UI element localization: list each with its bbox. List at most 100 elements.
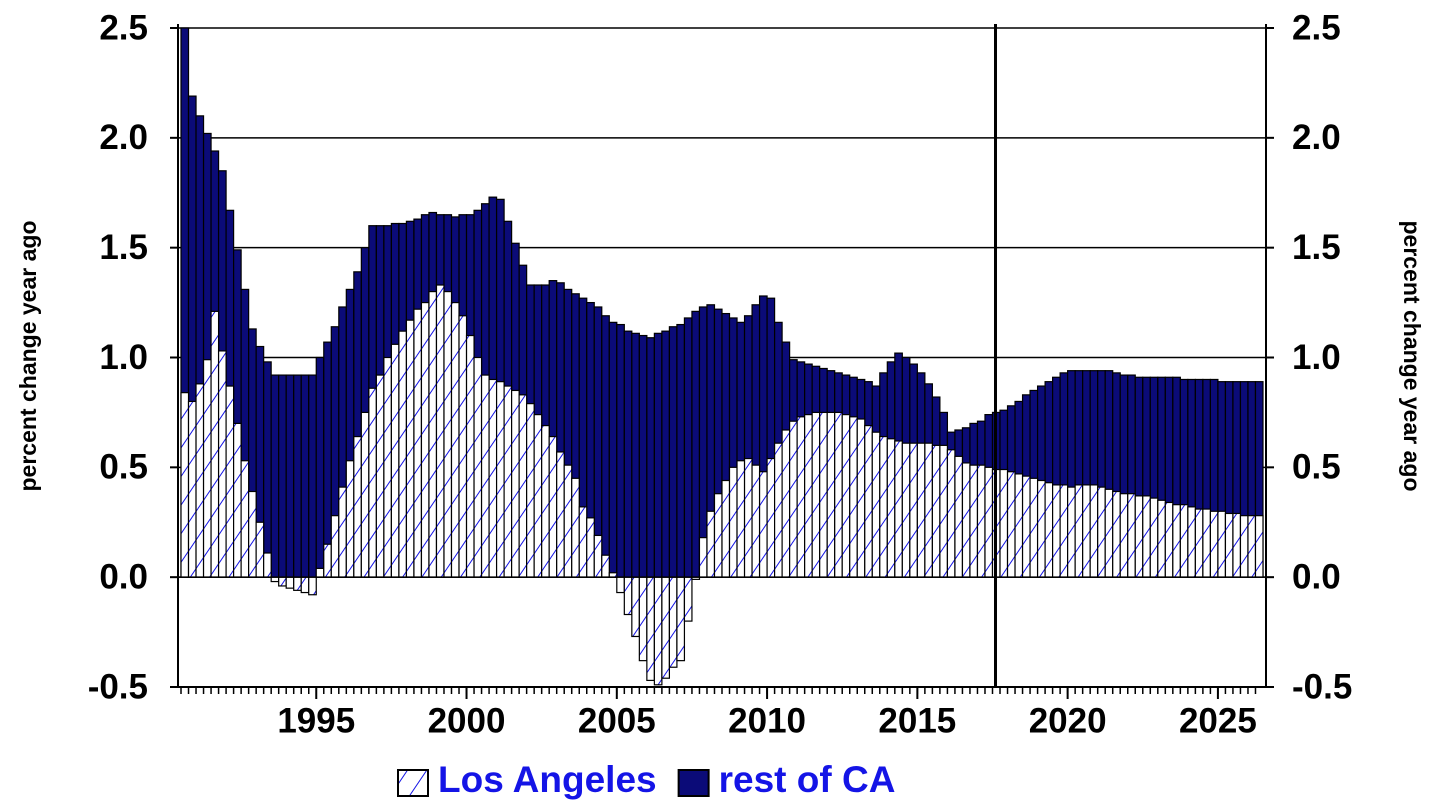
bar-los-angeles: [728, 466, 738, 578]
bar-los-angeles: [420, 301, 430, 578]
bar-rest-of-ca: [646, 337, 655, 578]
bar-los-angeles: [713, 493, 723, 578]
bar-los-angeles: [819, 411, 828, 578]
bar-rest-of-ca: [285, 374, 295, 578]
bar-los-angeles: [285, 576, 295, 589]
bar-los-angeles: [1112, 490, 1121, 578]
y-tick-label: 2.0: [99, 118, 148, 157]
bar-los-angeles: [1239, 515, 1249, 578]
bar-los-angeles: [1029, 477, 1039, 578]
bar-los-angeles: [623, 576, 633, 616]
bar-los-angeles: [383, 356, 392, 578]
bar-los-angeles: [443, 291, 453, 578]
bar-los-angeles: [601, 554, 610, 578]
bar-rest-of-ca: [323, 341, 332, 578]
y2-tick-label: 2.5: [1292, 8, 1341, 47]
bar-los-angeles: [263, 552, 272, 578]
bar-los-angeles: [556, 451, 565, 578]
bar-rest-of-ca: [616, 323, 625, 578]
bar-los-angeles: [676, 576, 686, 662]
bar-los-angeles: [533, 414, 543, 578]
y2-tick-label: -0.5: [1292, 667, 1352, 706]
bar-los-angeles: [202, 359, 212, 578]
x-tick-label: 2020: [1029, 701, 1107, 740]
y2-tick-label: 1.5: [1292, 228, 1341, 267]
bar-los-angeles: [360, 411, 370, 578]
bar-los-angeles: [503, 385, 513, 578]
bar-rest-of-ca: [270, 374, 280, 578]
bar-los-angeles: [849, 416, 858, 578]
x-tick-label: 2015: [878, 701, 956, 740]
legend-swatch: [397, 769, 429, 797]
bar-los-angeles: [240, 460, 250, 578]
bar-los-angeles: [315, 567, 325, 578]
bar-los-angeles: [1209, 510, 1219, 578]
axes: -0.5 0.0 0.5 1.0 1.5 2.0 2.5 -0.5 0.0 0.5 1.0 1.5 2.…: [88, 8, 1353, 740]
bar-los-angeles: [571, 477, 580, 578]
bar-los-angeles: [1232, 512, 1242, 578]
legend-swatch: [677, 769, 710, 797]
bar-los-angeles: [330, 515, 340, 578]
bar-los-angeles: [1254, 515, 1264, 578]
bar-los-angeles: [450, 301, 460, 578]
bar-los-angeles: [586, 517, 595, 578]
y-tick-label: 0.0: [99, 557, 148, 596]
bar-rest-of-ca: [601, 315, 610, 578]
bar-los-angeles: [638, 576, 648, 662]
bar-los-angeles: [736, 460, 746, 578]
bar-rest-of-ca: [683, 317, 693, 578]
bar-los-angeles: [721, 479, 731, 578]
bar-rest-of-ca: [608, 321, 618, 578]
bar-los-angeles: [511, 389, 520, 578]
y-tick-label: 0.5: [99, 448, 148, 487]
bar-los-angeles: [698, 537, 708, 578]
x-tick-label: 2025: [1179, 701, 1257, 740]
bar-los-angeles: [1097, 486, 1106, 578]
x-tick-label: 2005: [578, 701, 656, 740]
bar-los-angeles: [480, 374, 490, 578]
legend-label: Los Angeles: [438, 759, 657, 800]
bar-los-angeles: [841, 414, 851, 578]
bar-los-angeles: [1157, 499, 1166, 578]
bar-rest-of-ca: [661, 330, 671, 578]
bar-rest-of-ca: [676, 323, 686, 578]
bar-rest-of-ca: [668, 326, 678, 578]
bar-los-angeles: [706, 510, 716, 578]
bar-los-angeles: [1202, 508, 1211, 578]
bar-los-angeles: [758, 471, 768, 578]
bar-los-angeles: [300, 576, 310, 594]
bar-los-angeles: [225, 385, 235, 578]
bar-los-angeles: [946, 449, 956, 578]
legend: Los Angeles rest of CA: [397, 759, 895, 800]
x-tick-label: 2010: [728, 701, 806, 740]
bar-los-angeles: [1014, 473, 1024, 578]
bar-los-angeles: [931, 444, 941, 578]
bar-los-angeles: [368, 387, 377, 578]
bar-rest-of-ca: [653, 332, 663, 578]
bar-los-angeles: [894, 440, 903, 578]
bar-los-angeles: [1149, 497, 1159, 578]
bar-los-angeles: [563, 464, 573, 578]
bar-los-angeles: [939, 444, 949, 578]
bar-los-angeles: [1247, 515, 1257, 578]
y-tick-label: -0.5: [88, 667, 148, 706]
x-tick-label: 1995: [277, 701, 355, 740]
bar-los-angeles: [751, 464, 761, 578]
bar-los-angeles: [548, 435, 558, 578]
bar-los-angeles: [353, 435, 362, 578]
bars: [180, 27, 1264, 686]
bar-los-angeles: [465, 334, 475, 578]
bar-los-angeles: [308, 576, 317, 596]
bar-los-angeles: [1104, 488, 1114, 578]
bar-rest-of-ca: [278, 374, 287, 578]
bar-los-angeles: [1164, 501, 1174, 578]
bar-los-angeles: [210, 310, 220, 578]
bar-los-angeles: [1217, 510, 1227, 578]
bar-rest-of-ca: [623, 330, 633, 578]
bar-los-angeles: [976, 464, 986, 578]
bar-los-angeles: [541, 424, 550, 578]
bar-los-angeles: [661, 576, 671, 679]
y-tick-label: 1.0: [99, 338, 148, 377]
y2-tick-label: 2.0: [1292, 118, 1341, 157]
